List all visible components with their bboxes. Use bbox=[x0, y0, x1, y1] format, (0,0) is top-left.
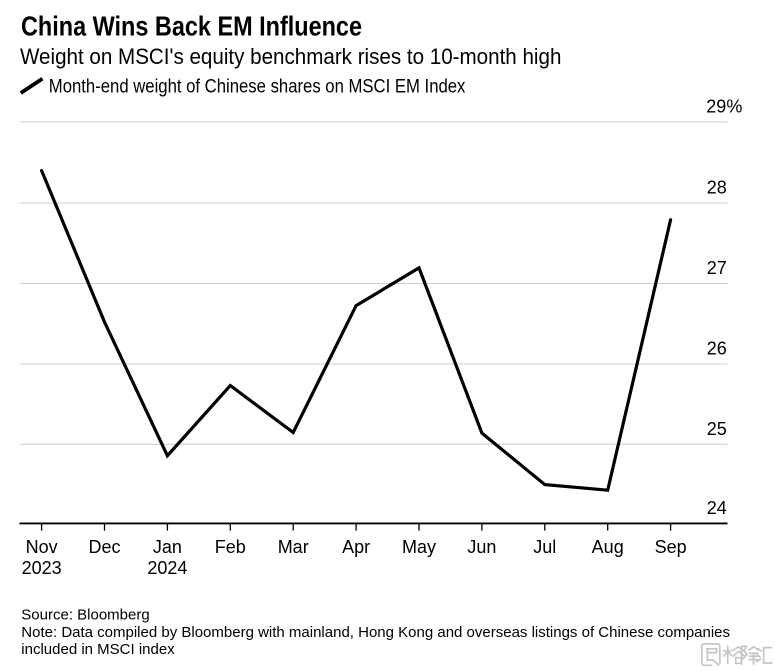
svg-text:24: 24 bbox=[707, 498, 727, 518]
svg-text:2023: 2023 bbox=[22, 558, 62, 578]
svg-text:Jul: Jul bbox=[533, 537, 556, 557]
svg-text:Weight on MSCI's equity benchm: Weight on MSCI's equity benchmark rises … bbox=[20, 44, 561, 69]
svg-text:26: 26 bbox=[707, 339, 727, 359]
svg-text:Apr: Apr bbox=[342, 537, 370, 557]
svg-text:Mar: Mar bbox=[278, 537, 309, 557]
svg-text:25: 25 bbox=[707, 419, 727, 439]
svg-text:Month-end weight of Chinese sh: Month-end weight of Chinese shares on MS… bbox=[49, 77, 466, 98]
svg-text:May: May bbox=[402, 537, 436, 557]
svg-text:2024: 2024 bbox=[147, 558, 187, 578]
svg-text:China Wins Back EM Influence: China Wins Back EM Influence bbox=[21, 11, 362, 42]
svg-text:Dec: Dec bbox=[88, 537, 120, 557]
svg-text:Jun: Jun bbox=[467, 537, 496, 557]
svg-text:Source: Bloomberg: Source: Bloomberg bbox=[21, 606, 149, 623]
svg-text:27: 27 bbox=[707, 258, 727, 278]
svg-text:Sep: Sep bbox=[655, 537, 687, 557]
svg-text:Note: Data compiled by Bloombe: Note: Data compiled by Bloomberg with ma… bbox=[21, 624, 730, 641]
svg-text:Feb: Feb bbox=[215, 537, 246, 557]
svg-text:Nov: Nov bbox=[26, 537, 58, 557]
svg-text:29%: 29% bbox=[706, 97, 742, 117]
svg-text:Aug: Aug bbox=[592, 537, 624, 557]
svg-text:included in MSCI index: included in MSCI index bbox=[21, 641, 175, 658]
svg-text:Jan: Jan bbox=[153, 537, 182, 557]
svg-text:28: 28 bbox=[707, 178, 727, 198]
